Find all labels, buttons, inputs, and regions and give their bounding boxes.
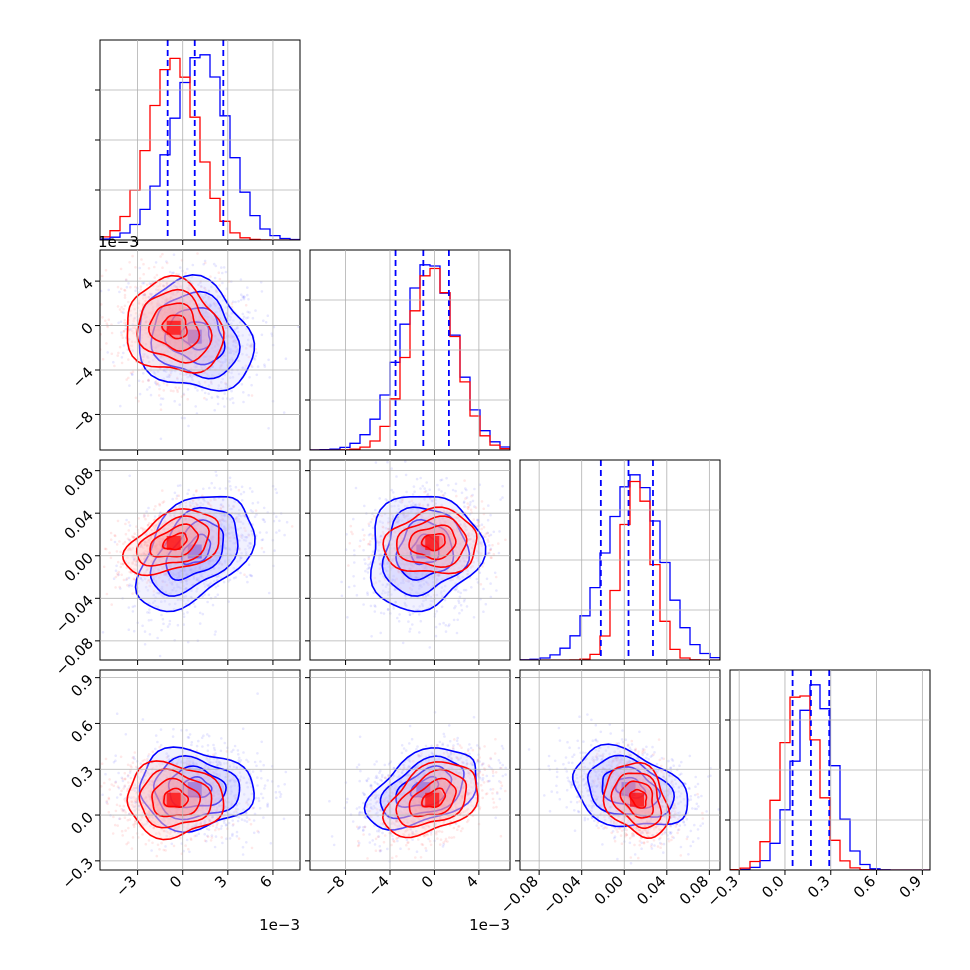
y-tick-label: 0.08	[61, 464, 97, 500]
x-tick-label: 0.08	[676, 872, 712, 908]
x-tick-label: −8	[320, 872, 348, 900]
contour-blue	[395, 518, 455, 581]
y-tick-label: −4	[69, 363, 97, 391]
x-tick-label: −3	[112, 872, 140, 900]
y-tick-label: 0.6	[67, 717, 97, 747]
x-tick-label: −0.08	[497, 872, 542, 917]
histogram-panel-3: −0.3 0.0 0.3 0.6 0.9	[703, 669, 931, 911]
x-tick-label: −0.04	[539, 872, 584, 917]
y-tick-label: −0.08	[52, 634, 97, 679]
x-tick-label: 0.00	[591, 872, 627, 908]
contour-blue	[167, 765, 227, 809]
contour-red	[163, 787, 190, 809]
x-tick-label: 0	[418, 872, 437, 891]
x-tick-label: 0.9	[896, 872, 926, 902]
scatter-panel-2-0: −0.08−0.04 0.00 0.04 0.08	[52, 459, 301, 679]
contour-red	[408, 524, 457, 561]
x-tick-label: 0.6	[850, 872, 880, 902]
y-tick-label: 0.0	[67, 808, 97, 838]
histogram-red	[100, 57, 300, 240]
x-tick-label: 0.04	[633, 872, 669, 908]
density-peak	[166, 535, 181, 550]
contour-blue	[149, 506, 239, 597]
x-tick-label: 6	[256, 872, 275, 891]
contour-blue	[363, 747, 478, 831]
contour-red	[126, 274, 225, 374]
scatter-panel-1-0: −8 −4 0 4 1e−3	[69, 233, 301, 455]
contour-red	[628, 788, 648, 809]
scatter-panel-3-1: −8 −4 0 4 1e−3	[305, 669, 511, 934]
contour-blue	[138, 746, 255, 834]
y-tick-label: −0.04	[52, 592, 97, 637]
contour-blue	[571, 743, 689, 828]
contour-red	[382, 506, 478, 575]
x-tick-label: 0	[166, 872, 185, 891]
x-tick-label: 4	[462, 872, 481, 891]
contour-red	[147, 302, 201, 352]
contour-red	[619, 780, 655, 819]
panel-frame	[309, 459, 511, 661]
contour-red	[136, 288, 213, 364]
x-tick-label: 0.0	[758, 872, 788, 902]
contour-blue	[181, 775, 213, 799]
scatter-panel-3-0: −0.3 0.0 0.3 0.6 0.9 −3 0 3 6 1e−3	[59, 669, 301, 934]
panel-frame	[99, 249, 301, 451]
y-tick-label: 0.3	[67, 763, 97, 793]
histogram-blue	[310, 264, 510, 450]
histogram-red	[730, 695, 930, 870]
x-tick-label: 3	[211, 872, 230, 891]
contour-red	[420, 532, 446, 552]
contour-blue	[152, 754, 241, 821]
contour-red	[408, 777, 457, 818]
contour-red	[395, 768, 468, 828]
contour-red	[138, 768, 213, 829]
contour-red	[381, 761, 479, 839]
contour-blue	[381, 506, 471, 597]
y-tick-label: 4	[78, 274, 97, 293]
histogram-red	[310, 267, 510, 450]
density-peak	[166, 320, 181, 335]
y-tick-label: 0.9	[67, 671, 97, 701]
contour-red	[161, 314, 188, 340]
y-tick-label: 0.00	[61, 549, 97, 585]
y-tick-label: 0	[78, 319, 97, 338]
density-peak	[425, 535, 440, 550]
panel-frame	[99, 669, 301, 871]
x-tick-label: −4	[364, 872, 392, 900]
contour-blue	[369, 495, 487, 613]
density-peak	[166, 792, 181, 807]
histogram-panel-0	[95, 39, 301, 245]
y-tick-label: −0.3	[59, 854, 97, 892]
scatter-panel-3-2: −0.08−0.04 0.00 0.04 0.08	[497, 669, 721, 917]
y-tick-label: 0.04	[61, 506, 97, 542]
x-offset-label: 1e−3	[469, 916, 510, 934]
panel-frame	[519, 669, 721, 871]
contour-red	[421, 787, 447, 808]
contour-red	[121, 507, 220, 577]
contour-red	[135, 515, 210, 567]
density-peak	[425, 792, 440, 807]
contour-red	[161, 531, 188, 551]
histogram-panel-2	[515, 459, 721, 665]
x-offset-label: 1e−3	[259, 916, 300, 934]
contour-blue	[395, 765, 453, 809]
scatter-panel-2-1	[305, 459, 511, 665]
panel-frame	[99, 459, 301, 661]
panel-frame	[309, 669, 511, 871]
y-tick-label: −8	[69, 408, 97, 436]
contour-blue	[409, 775, 440, 799]
contour-red	[610, 772, 663, 830]
contour-red	[126, 760, 225, 841]
contour-red	[395, 515, 468, 569]
x-tick-label: 0.3	[804, 872, 834, 902]
x-tick-label: −0.3	[703, 872, 741, 910]
histogram-blue	[520, 474, 720, 660]
histogram-blue	[100, 54, 300, 240]
y-offset-label: 1e−3	[98, 233, 139, 251]
